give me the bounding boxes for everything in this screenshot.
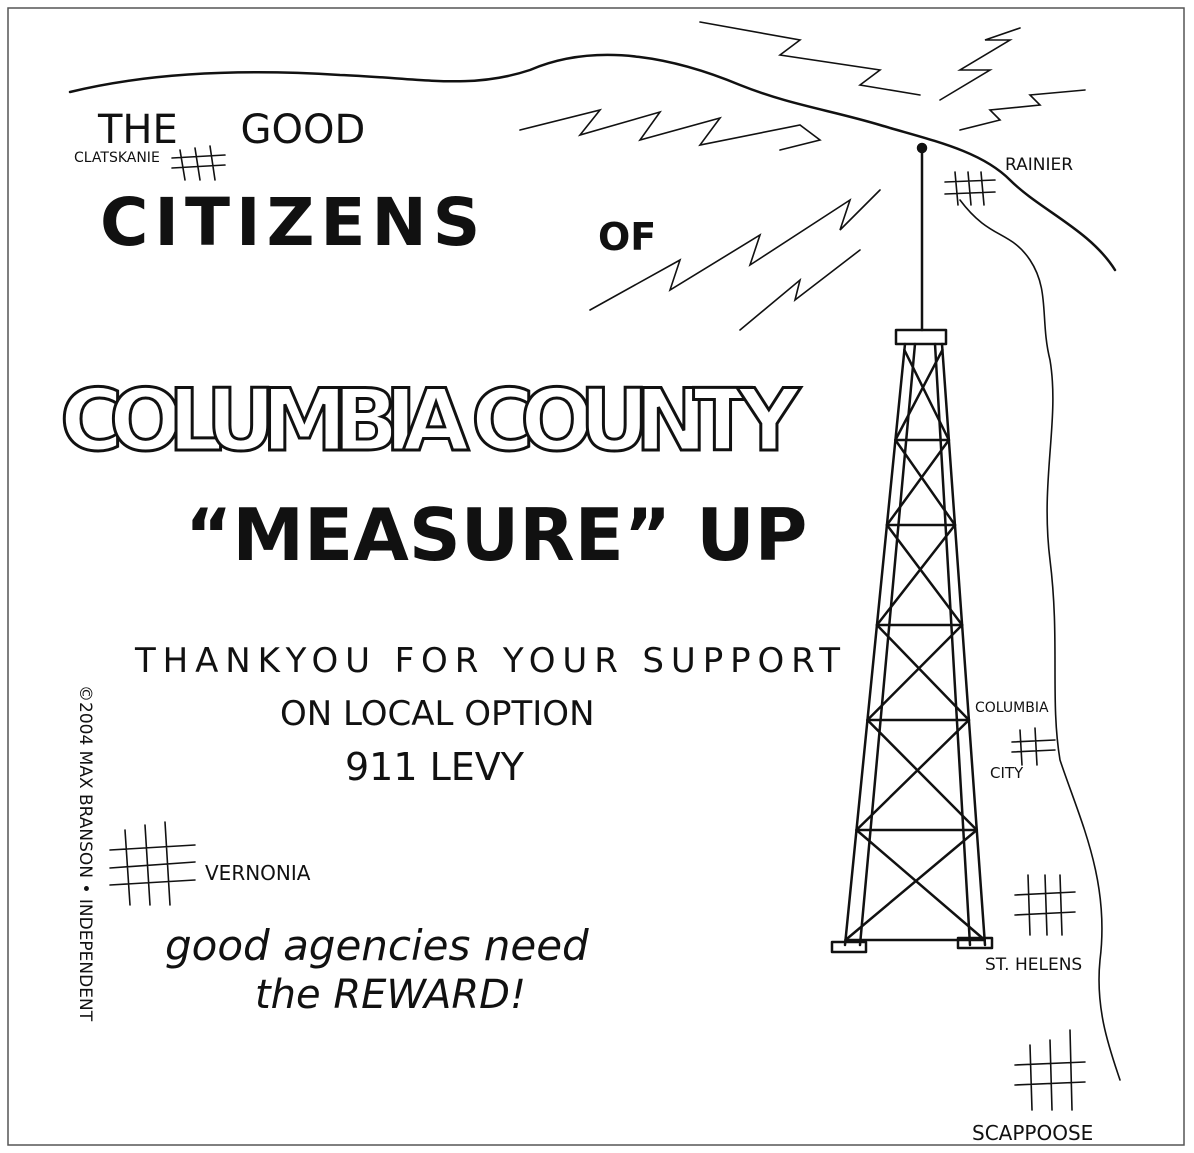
- place-label: RAINIER: [1005, 155, 1073, 175]
- place-label: ST. HELENS: [985, 955, 1082, 975]
- place-label: CLATSKANIE: [74, 150, 160, 166]
- place-label: VERNONIA: [205, 861, 311, 885]
- header-title: COLUMBIA COUNTY: [60, 371, 802, 471]
- tagline-line: good agencies need: [165, 921, 589, 970]
- header-line: THE GOOD: [97, 107, 365, 153]
- message-line: THANKYOU FOR YOUR SUPPORT: [134, 641, 840, 681]
- header-line: CITIZENS: [100, 184, 486, 261]
- message-line: ON LOCAL OPTION: [280, 694, 595, 734]
- credit: ©2004 MAX BRANSON • INDEPENDENT: [75, 685, 95, 1022]
- cartoon: THE GOOD CITIZENS OF COLUMBIA COUNTY “ME…: [0, 0, 1194, 1153]
- header-line: “MEASURE” UP: [185, 493, 807, 577]
- place-label: COLUMBIA: [975, 700, 1049, 716]
- place-label: SCAPPOOSE: [972, 1121, 1093, 1145]
- header-line: OF: [598, 215, 656, 259]
- tagline-line: the REWARD!: [255, 972, 526, 1018]
- place-label: CITY: [990, 764, 1024, 782]
- message-line: 911 LEVY: [345, 745, 525, 789]
